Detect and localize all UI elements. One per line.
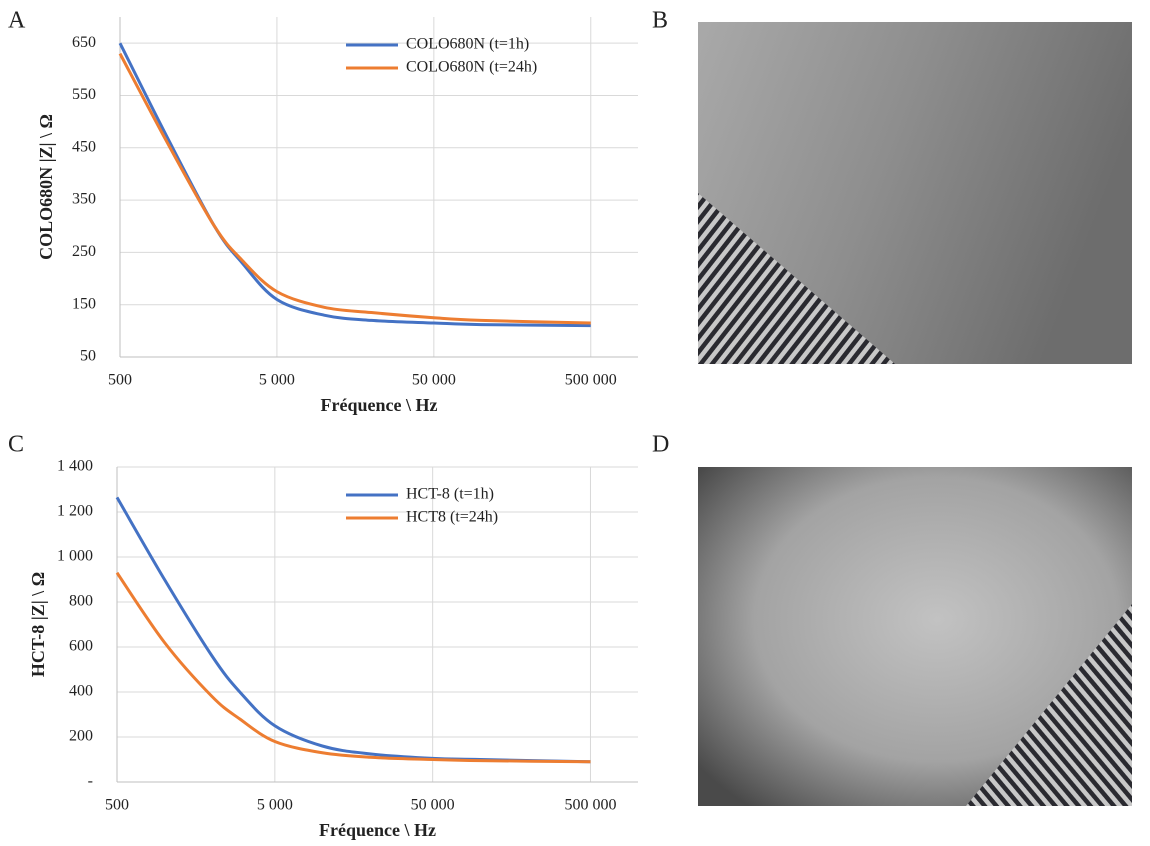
x-tick-label: 5 000 <box>257 797 293 814</box>
chart: 50 150 250 350 450 550 650 500 5 000 50 000 500 00… <box>36 17 638 415</box>
legend-label: HCT8 (t=24h) <box>406 509 498 526</box>
panel-label: B <box>652 8 668 34</box>
y-tick-label: 1 200 <box>57 503 93 520</box>
y-tick-label: - <box>88 773 93 790</box>
x-tick-label: 50 000 <box>412 372 456 389</box>
y-tick-label: 200 <box>69 728 93 745</box>
x-tick-label: 50 000 <box>411 797 455 814</box>
legend-label: COLO680N (t=24h) <box>406 59 537 76</box>
data-line <box>115 571 591 764</box>
panel-label: C <box>8 432 24 458</box>
micrograph-b <box>698 22 1132 364</box>
y-tick-label: 400 <box>69 683 93 700</box>
y-tick-label: 800 <box>69 593 93 610</box>
micrograph-d <box>698 467 1132 806</box>
data-line <box>118 42 591 328</box>
y-tick-label: 50 <box>80 348 96 365</box>
y-tick-label: 1 400 <box>57 458 93 475</box>
y-tick-label: 1 000 <box>57 548 93 565</box>
y-tick-label: 350 <box>72 191 96 208</box>
y-axis-title: HCT-8 |Z| \ Ω <box>28 572 48 677</box>
chart: - 200 400 600 800 1 000 1 200 1 400 500 5 000 50 0… <box>28 458 638 840</box>
x-tick-label: 500 <box>108 372 132 389</box>
panel-label: D <box>652 432 669 458</box>
y-tick-label: 550 <box>72 86 96 103</box>
x-axis-title: Fréquence \ Hz <box>319 820 436 840</box>
data-line <box>118 52 591 325</box>
y-tick-label: 250 <box>72 243 96 260</box>
y-tick-label: 600 <box>69 638 93 655</box>
panel-label: A <box>8 8 26 34</box>
x-tick-label: 500 <box>105 797 129 814</box>
y-axis-title: COLO680N |Z| \ Ω <box>36 114 56 260</box>
x-tick-label: 500 000 <box>565 372 617 389</box>
legend-label: HCT-8 (t=1h) <box>406 486 494 503</box>
data-line <box>115 496 591 764</box>
electrode-stripes <box>966 604 1132 806</box>
y-tick-label: 150 <box>72 295 96 312</box>
x-axis-title: Fréquence \ Hz <box>321 395 438 415</box>
legend-label: COLO680N (t=1h) <box>406 36 529 53</box>
x-tick-label: 500 000 <box>564 797 616 814</box>
y-tick-label: 650 <box>72 34 96 51</box>
x-tick-label: 5 000 <box>259 372 295 389</box>
electrode-stripes <box>698 193 895 364</box>
y-tick-label: 450 <box>72 138 96 155</box>
